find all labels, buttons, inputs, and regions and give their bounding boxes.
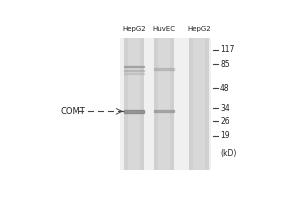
Text: 26: 26 <box>220 117 230 126</box>
Text: 19: 19 <box>220 131 230 140</box>
Text: 117: 117 <box>220 45 234 54</box>
Text: 85: 85 <box>220 60 230 69</box>
Bar <box>128 38 140 170</box>
Bar <box>124 38 144 170</box>
Text: HuvEC: HuvEC <box>153 26 176 32</box>
Text: HepG2: HepG2 <box>122 26 146 32</box>
Bar <box>158 38 170 170</box>
Bar <box>120 38 211 170</box>
Bar <box>154 38 174 170</box>
Text: 34: 34 <box>220 104 230 113</box>
Text: COMT: COMT <box>61 107 85 116</box>
Text: HepG2: HepG2 <box>187 26 211 32</box>
Bar <box>189 38 209 170</box>
Text: 48: 48 <box>220 84 230 93</box>
Text: (kD): (kD) <box>220 149 236 158</box>
Bar <box>193 38 205 170</box>
